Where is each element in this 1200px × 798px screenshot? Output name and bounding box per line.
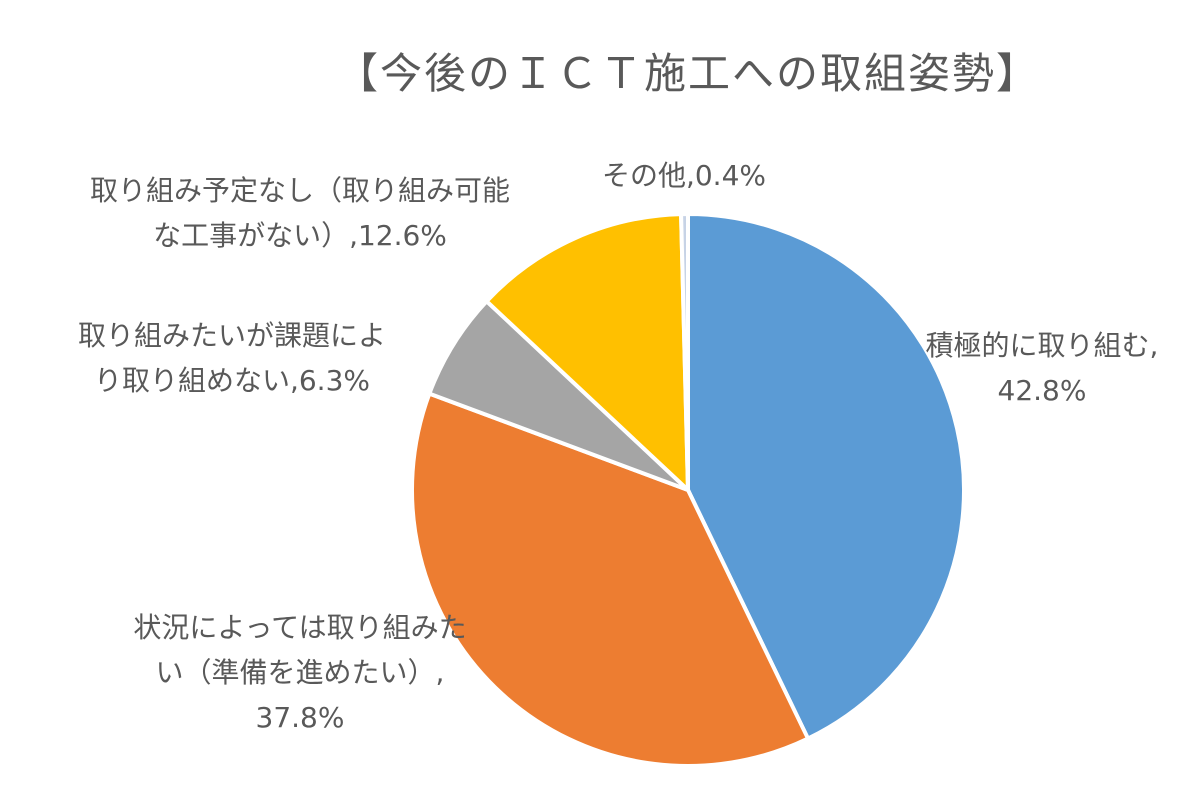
chart-title: 【今後のＩＣＴ施工への取組姿勢】 [336, 49, 1040, 98]
slice-label-line: 積極的に取り組む, [926, 329, 1159, 362]
slice-label-line: 37.8% [256, 701, 345, 734]
slice-label-line: 取り組み予定なし（取り組み可能 [90, 174, 510, 207]
slice-label: その他,0.4% [602, 159, 766, 192]
slice-label: 取り組み予定なし（取り組み可能な工事がない）,12.6% [90, 174, 510, 252]
slice-label: 状況によっては取り組みたい（準備を進めたい）, 37.8% [133, 611, 466, 734]
pie-slices [410, 212, 966, 769]
pie-slice [679, 212, 690, 492]
pie-slice [484, 212, 690, 492]
slice-label-line: な工事がない）,12.6% [153, 219, 447, 252]
slice-labels: 積極的に取り組む, 42.8% 状況によっては取り組みたい（準備を進めたい）, 37.… [78, 159, 1158, 734]
pie-slice [686, 212, 966, 741]
slice-label-line: 状況によっては取り組みた [133, 611, 466, 644]
slice-label-line: い（準備を進めたい）, [156, 656, 445, 689]
pie-slice [410, 391, 810, 769]
slice-label-line: 42.8% [998, 374, 1087, 407]
slice-label: 積極的に取り組む, 42.8% [926, 329, 1159, 407]
slice-label: 取り組みたいが課題により取り組めない,6.3% [78, 319, 386, 397]
slice-label-line: り取り組めない,6.3% [94, 364, 370, 397]
slice-label-line: その他,0.4% [602, 159, 766, 192]
slice-label-line: 取り組みたいが課題によ [78, 319, 386, 352]
